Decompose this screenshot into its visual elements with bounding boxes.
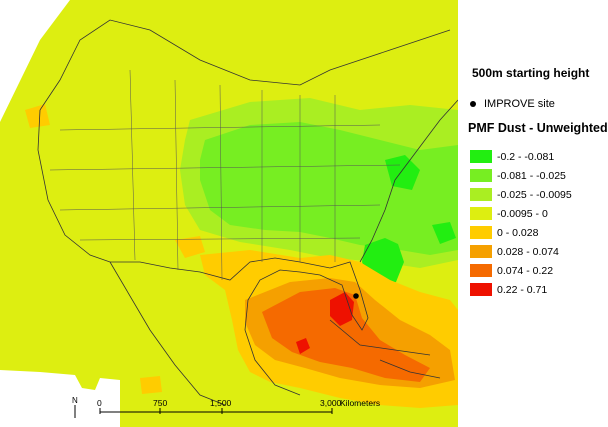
- legend-swatch: [470, 169, 492, 182]
- site-legend-row: IMPROVE site: [470, 98, 555, 110]
- dust-map: N 0 750 1,500 3,000 Kilometers: [0, 0, 458, 427]
- bright-green-region-2: [385, 155, 420, 190]
- legend-panel: 500m starting height IMPROVE site PMF Du…: [458, 0, 608, 427]
- north-arrow: N: [72, 396, 78, 418]
- legend-item: 0.22 - 0.71: [470, 280, 572, 299]
- legend-label: -0.025 - -0.0095: [497, 188, 572, 201]
- positive-low-region-3: [25, 104, 50, 128]
- scale-tick-750: 750: [153, 398, 167, 408]
- svg-text:N: N: [72, 396, 78, 405]
- medium-green-region: [200, 122, 458, 255]
- scale-bar: 0 750 1,500 3,000 Kilometers: [97, 398, 380, 414]
- map-subtitle: 500m starting height: [472, 66, 590, 80]
- scale-unit: Kilometers: [340, 398, 380, 408]
- legend-label: -0.2 - -0.081: [497, 150, 555, 163]
- legend-item: 0 - 0.028: [470, 223, 572, 242]
- legend-label: -0.081 - -0.025: [497, 169, 566, 182]
- coastline: [37, 19, 458, 406]
- scale-tick-0: 0: [97, 398, 102, 408]
- legend-swatch: [470, 188, 492, 201]
- legend-swatch: [470, 226, 492, 239]
- no-data-region: [0, 372, 120, 427]
- peak-region: [330, 292, 354, 326]
- peak-region-2: [296, 338, 310, 354]
- positive-high-region: [262, 288, 430, 382]
- scale-tick-3000: 3,000: [320, 398, 342, 408]
- positive-low-region-4: [140, 376, 162, 394]
- state-boundaries: [49, 69, 401, 281]
- legend-item: -0.2 - -0.081: [470, 147, 572, 166]
- legend-label: 0.028 - 0.074: [497, 245, 559, 258]
- positive-low-region-2: [175, 236, 205, 258]
- map-panel: N 0 750 1,500 3,000 Kilometers: [0, 0, 458, 427]
- legend-item: -0.081 - -0.025: [470, 166, 572, 185]
- legend-item: 0.028 - 0.074: [470, 242, 572, 261]
- improve-site-marker: [353, 293, 359, 299]
- legend-swatch: [470, 245, 492, 258]
- site-legend-label: IMPROVE site: [484, 98, 555, 110]
- legend-label: 0 - 0.028: [497, 226, 539, 239]
- legend-swatch: [470, 283, 492, 296]
- legend-title: PMF Dust - Unweighted: [468, 121, 608, 135]
- legend-label: 0.22 - 0.71: [497, 283, 548, 296]
- legend-item: 0.074 - 0.22: [470, 261, 572, 280]
- legend-swatch: [470, 207, 492, 220]
- legend-list: -0.2 - -0.081 -0.081 - -0.025 -0.025 - -…: [470, 147, 572, 299]
- legend-label: 0.074 - 0.22: [497, 264, 554, 277]
- legend-item: -0.0095 - 0: [470, 204, 572, 223]
- legend-swatch: [470, 150, 492, 163]
- site-dot-icon: [470, 101, 476, 108]
- legend-label: -0.0095 - 0: [497, 207, 548, 220]
- legend-item: -0.025 - -0.0095: [470, 185, 572, 204]
- scale-tick-1500: 1,500: [210, 398, 232, 408]
- legend-swatch: [470, 264, 492, 277]
- bright-green-region-3: [432, 222, 456, 244]
